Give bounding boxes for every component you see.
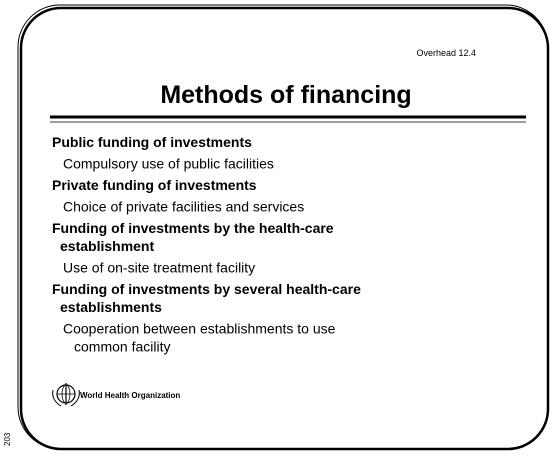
page-number: 203 [3,432,12,446]
item-detail: Choice of private facilities and service… [63,199,304,215]
item-detail: common facility [74,339,170,355]
item-list: Public funding of investments Compulsory … [52,134,361,355]
slide-title: Methods of financing [160,81,411,109]
item-heading: Public funding of investments [52,134,252,150]
item-detail: Compulsory use of public facilities [63,156,274,172]
frame-outer [19,6,550,451]
organization-name: World Health Organization [80,391,180,400]
item-detail: Use of on-site treatment facility [63,260,255,276]
item-heading: Private funding of investments [52,177,257,193]
item-heading: Funding of investments by the health-car… [52,220,334,236]
item-detail: Cooperation between establishments to us… [63,321,336,337]
item-heading: establishments [60,299,162,315]
item-heading: establishment [60,238,154,254]
overhead-label: Overhead 12.4 [416,48,476,58]
item-heading: Funding of investments by several health… [52,281,361,297]
who-logo [52,383,80,407]
